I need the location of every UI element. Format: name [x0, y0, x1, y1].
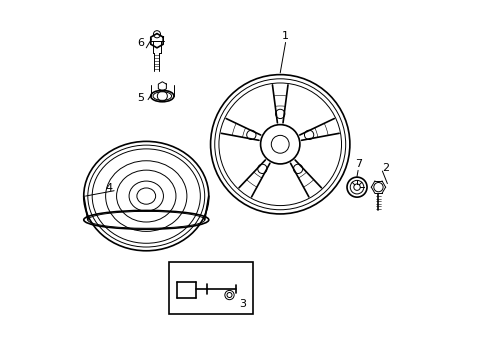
Text: 1: 1 [282, 31, 288, 41]
Text: 3: 3 [239, 299, 246, 309]
Text: 5: 5 [137, 93, 144, 103]
Text: 4: 4 [105, 183, 112, 193]
Bar [169, 262, 253, 314]
Text: 2: 2 [381, 163, 388, 173]
Text: 6: 6 [137, 38, 144, 48]
Text: 7: 7 [354, 159, 362, 170]
